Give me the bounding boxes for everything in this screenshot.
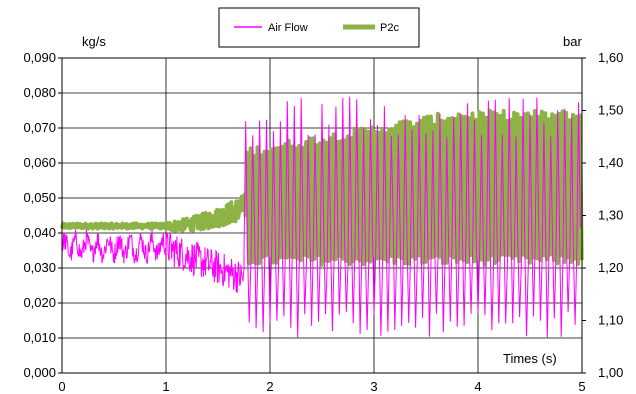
y-left-tick-label: 0,000 xyxy=(23,365,56,380)
y-left-tick-label: 0,050 xyxy=(23,190,56,205)
y-left-tick-label: 0,040 xyxy=(23,225,56,240)
y-right-tick-label: 1,20 xyxy=(598,260,623,275)
y-right-tick-label: 1,00 xyxy=(598,365,623,380)
y-left-tick-label: 0,070 xyxy=(23,120,56,135)
legend: Air Flow P2c xyxy=(218,7,420,48)
x-tick-label: 4 xyxy=(474,379,481,394)
x-tick-label: 2 xyxy=(266,379,273,394)
y-left-tick-label: 0,060 xyxy=(23,155,56,170)
axes xyxy=(58,57,586,374)
y-right-tick-label: 1,60 xyxy=(598,50,623,65)
y-left-tick-label: 0,020 xyxy=(23,295,56,310)
y-right-tick-label: 1,50 xyxy=(598,103,623,118)
y-right-tick-label: 1,40 xyxy=(598,155,623,170)
x-axis-label: Times (s) xyxy=(503,351,557,366)
y-right-tick-label: 1,30 xyxy=(598,208,623,223)
y-right-unit-label: bar xyxy=(563,34,582,49)
y-left-tick-label: 0,080 xyxy=(23,85,56,100)
y-left-tick-label: 0,030 xyxy=(23,260,56,275)
series-line-air-flow xyxy=(61,96,581,338)
y-left-unit-label: kg/s xyxy=(82,34,106,49)
series-layer xyxy=(60,96,584,338)
x-tick-label: 1 xyxy=(162,379,169,394)
x-tick-label: 3 xyxy=(370,379,377,394)
legend-label-air-flow: Air Flow xyxy=(268,22,308,34)
x-tick-label: 0 xyxy=(58,379,65,394)
y-left-tick-label: 0,010 xyxy=(23,330,56,345)
x-tick-label: 5 xyxy=(578,379,585,394)
legend-label-p2c: P2c xyxy=(380,22,399,34)
ticks: 0 1 2 3 4 5 0,000 0,010 0,020 0,030 0,040 0,050 0,06… xyxy=(23,50,623,394)
y-left-tick-label: 0,090 xyxy=(23,50,56,65)
y-right-tick-label: 1,10 xyxy=(598,313,623,328)
